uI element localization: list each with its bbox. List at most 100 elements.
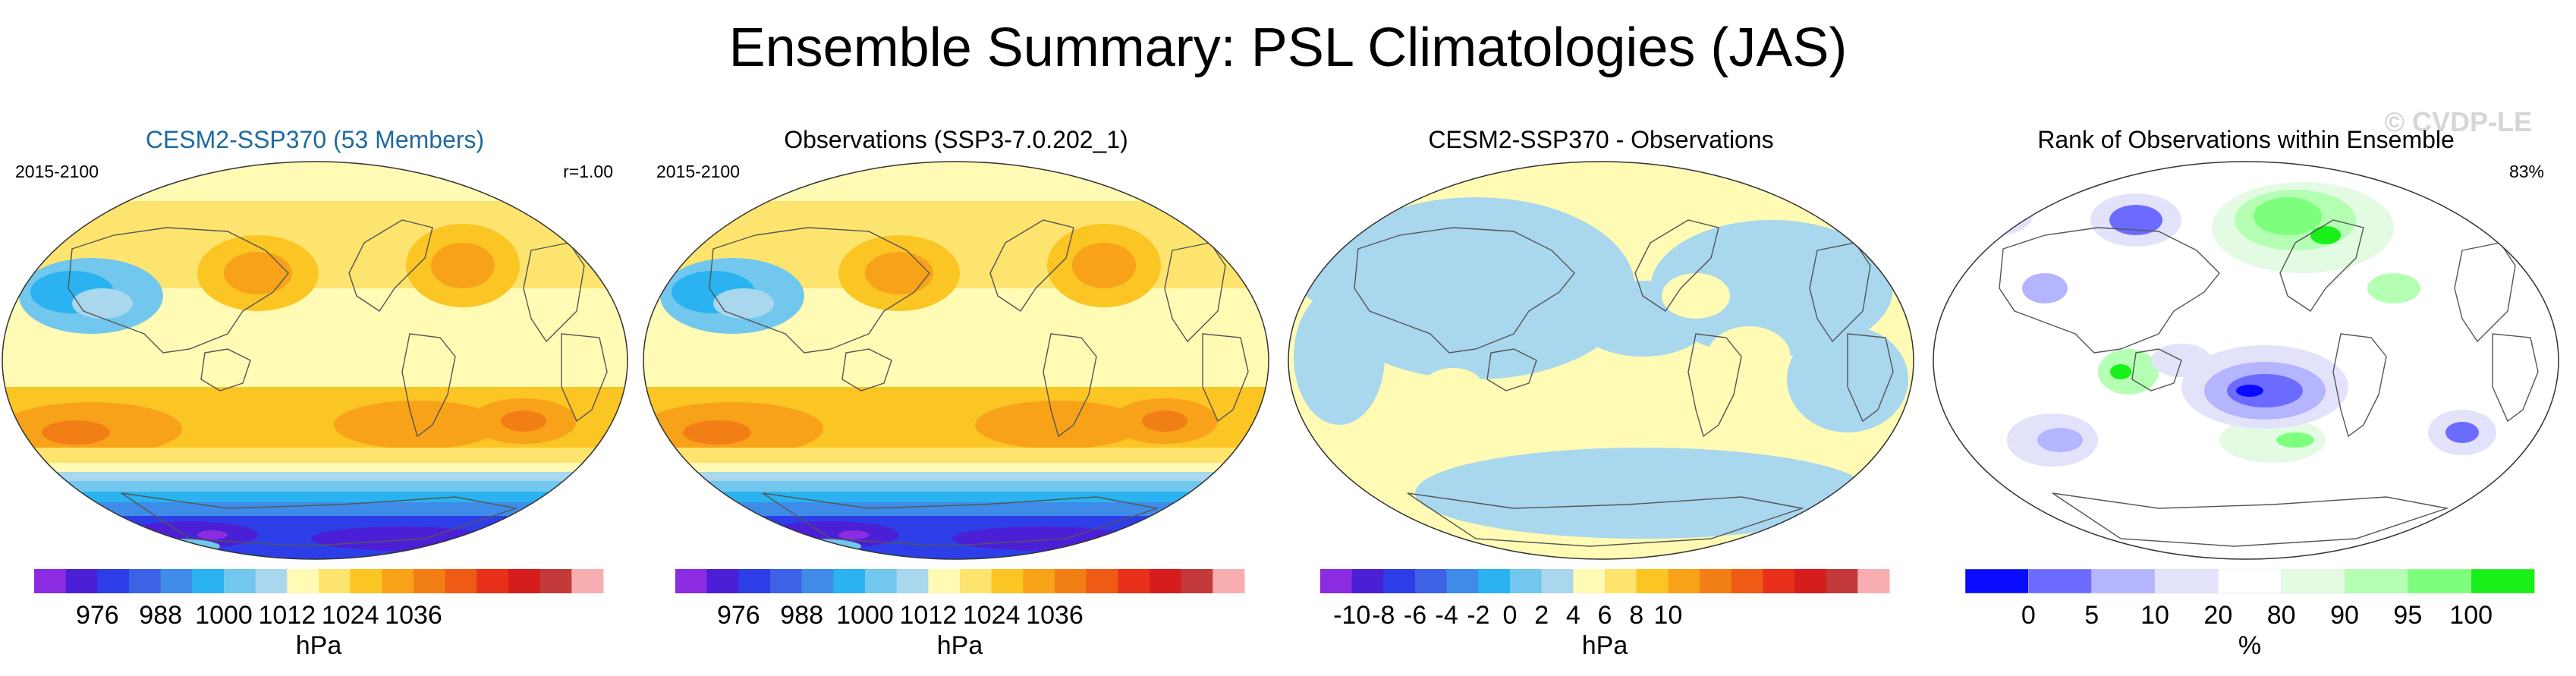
summary-stat-label: r=1.00 [563,162,613,181]
colorbar-swatch [896,569,929,593]
colorbar-tick-label: 1000 [195,601,253,630]
coastline-3 [2279,219,2364,312]
panel-title: CESM2-SSP370 - Observations [1428,126,1774,153]
colorbar: 976 988 1000 1012 1024 1036 hPa [675,569,1245,660]
colorbar-swatch [1964,569,2030,594]
asia-low-edge [713,288,774,319]
colorbar-swatch [255,569,288,593]
colorbar-units: hPa [296,631,342,660]
colorbar-swatch [539,569,572,593]
colorbar-tick-label: 4 [1566,601,1581,630]
coastline-3 [348,219,433,312]
colorbar-tick-label: 2 [1534,601,1549,630]
southern-ocean-region [1415,448,1870,539]
coastline-1 [68,227,289,354]
colorbar-swatch [1826,569,1858,593]
coastline-2 [1486,348,1537,391]
atlantic-region [1650,220,1893,357]
colorbar-swatch [770,569,803,593]
colorbar-swatch [1794,569,1827,593]
colorbar-swatch [192,569,225,593]
colorbar-tick-label: 1012 [259,601,316,630]
colorbar-units: % [2238,631,2261,660]
colorbar-swatch [382,569,414,593]
pacific-high-inner [865,252,933,294]
colorbar-swatch [1668,569,1700,593]
colorbar-tick-label: 80 [2267,601,2296,630]
colorbar-swatch [1857,569,1890,593]
map-rank [1933,161,2559,560]
colorbar-tick-label: 0 [2021,601,2036,630]
colorbar-swatch [477,569,509,593]
south-indian-high-core [683,420,751,445]
trough-core [197,530,228,539]
colorbar-tick-label: 100 [2449,601,2493,630]
colorbar-tick-label: 90 [2330,601,2359,630]
south-green-core [2276,432,2314,448]
panel-3: CESM2-SSP370 - Observations -10 -8 -6 -4 -2 0 2… [1286,114,1916,676]
colorbar-swatch [2408,569,2472,594]
colorbar-tick-label: 976 [717,601,760,630]
colorbar-swatch [1478,569,1511,593]
colorbar-tick-label: 10 [1653,601,1682,630]
map-psl [2,161,628,560]
panel-4: Rank of Observations within Ensemble 83% 0… [1931,114,2561,676]
colorbar-tick-label: 1036 [385,601,442,630]
period-label: 2015-2100 [656,162,740,181]
colorbar-tick-label: 1012 [900,601,958,630]
colorbar: 0 5 10 20 80 90 95 100% [1964,569,2535,660]
circumpolar-trough [763,521,899,549]
coastline-6 [561,333,608,423]
panel-title: Rank of Observations within Ensemble [2037,126,2455,153]
patch-1 [1423,368,1483,406]
colorbar-swatch [1181,569,1213,593]
colorbar-swatch [129,569,162,593]
colorbar-swatch [1150,569,1182,593]
colorbar-tick-label: 1024 [322,601,379,630]
colorbar-tick-label: -2 [1467,601,1489,630]
map-outline [1933,161,2559,560]
colorbar-swatch [1055,569,1087,593]
colorbar-swatch [1731,569,1763,593]
colorbar-swatch [1086,569,1118,593]
colorbar-tick-label: 1024 [963,601,1021,630]
nh-green-core [2254,197,2322,235]
colorbar-swatch [1118,569,1150,593]
period-label: 2015-2100 [15,162,99,181]
coastline-2 [2131,348,2182,391]
colorbar-swatch [97,569,130,593]
coastline-4 [2332,333,2387,438]
figure-title: Ensemble Summary: PSL Climatologies (JAS… [728,17,1848,78]
coastline-7 [121,492,518,547]
colorbar-swatch [414,569,446,593]
colorbar-swatch [34,569,67,593]
colorbar-swatch [65,569,98,593]
south-atlantic-high-core [501,410,546,432]
colorbar-units: hPa [937,631,983,660]
coastline-4 [1043,333,1097,438]
colorbar-tick-label: 20 [2203,601,2232,630]
map-diff [1288,161,1914,560]
colorbar: -10 -8 -6 -4 -2 0 2 4 6 8 10 hPa [1320,569,1890,660]
colorbar-swatch [508,569,541,593]
se-blue-core [2445,422,2479,443]
atlantic-high-inner [1072,243,1136,288]
colorbar-swatch [928,569,961,593]
colorbar-swatch [2471,569,2535,594]
colorbar-swatch [801,569,834,593]
south-atlantic-high-core [1142,410,1187,432]
asia-low-edge [72,288,133,319]
colorbar-tick-label: 6 [1598,601,1612,630]
coastline-3 [1634,219,1719,312]
map-outline [643,161,1269,560]
trough-core [838,530,869,539]
coastline-4 [401,333,456,438]
coastline-2 [841,348,892,391]
coastline-2 [200,348,251,391]
colorbar-tick-label: 988 [780,601,823,630]
colorbar-swatch [1700,569,1732,593]
colorbar-swatch [1415,569,1448,593]
nw-blue [1965,190,2033,235]
colorbar-swatch [960,569,992,593]
colorbar-swatch [865,569,898,593]
